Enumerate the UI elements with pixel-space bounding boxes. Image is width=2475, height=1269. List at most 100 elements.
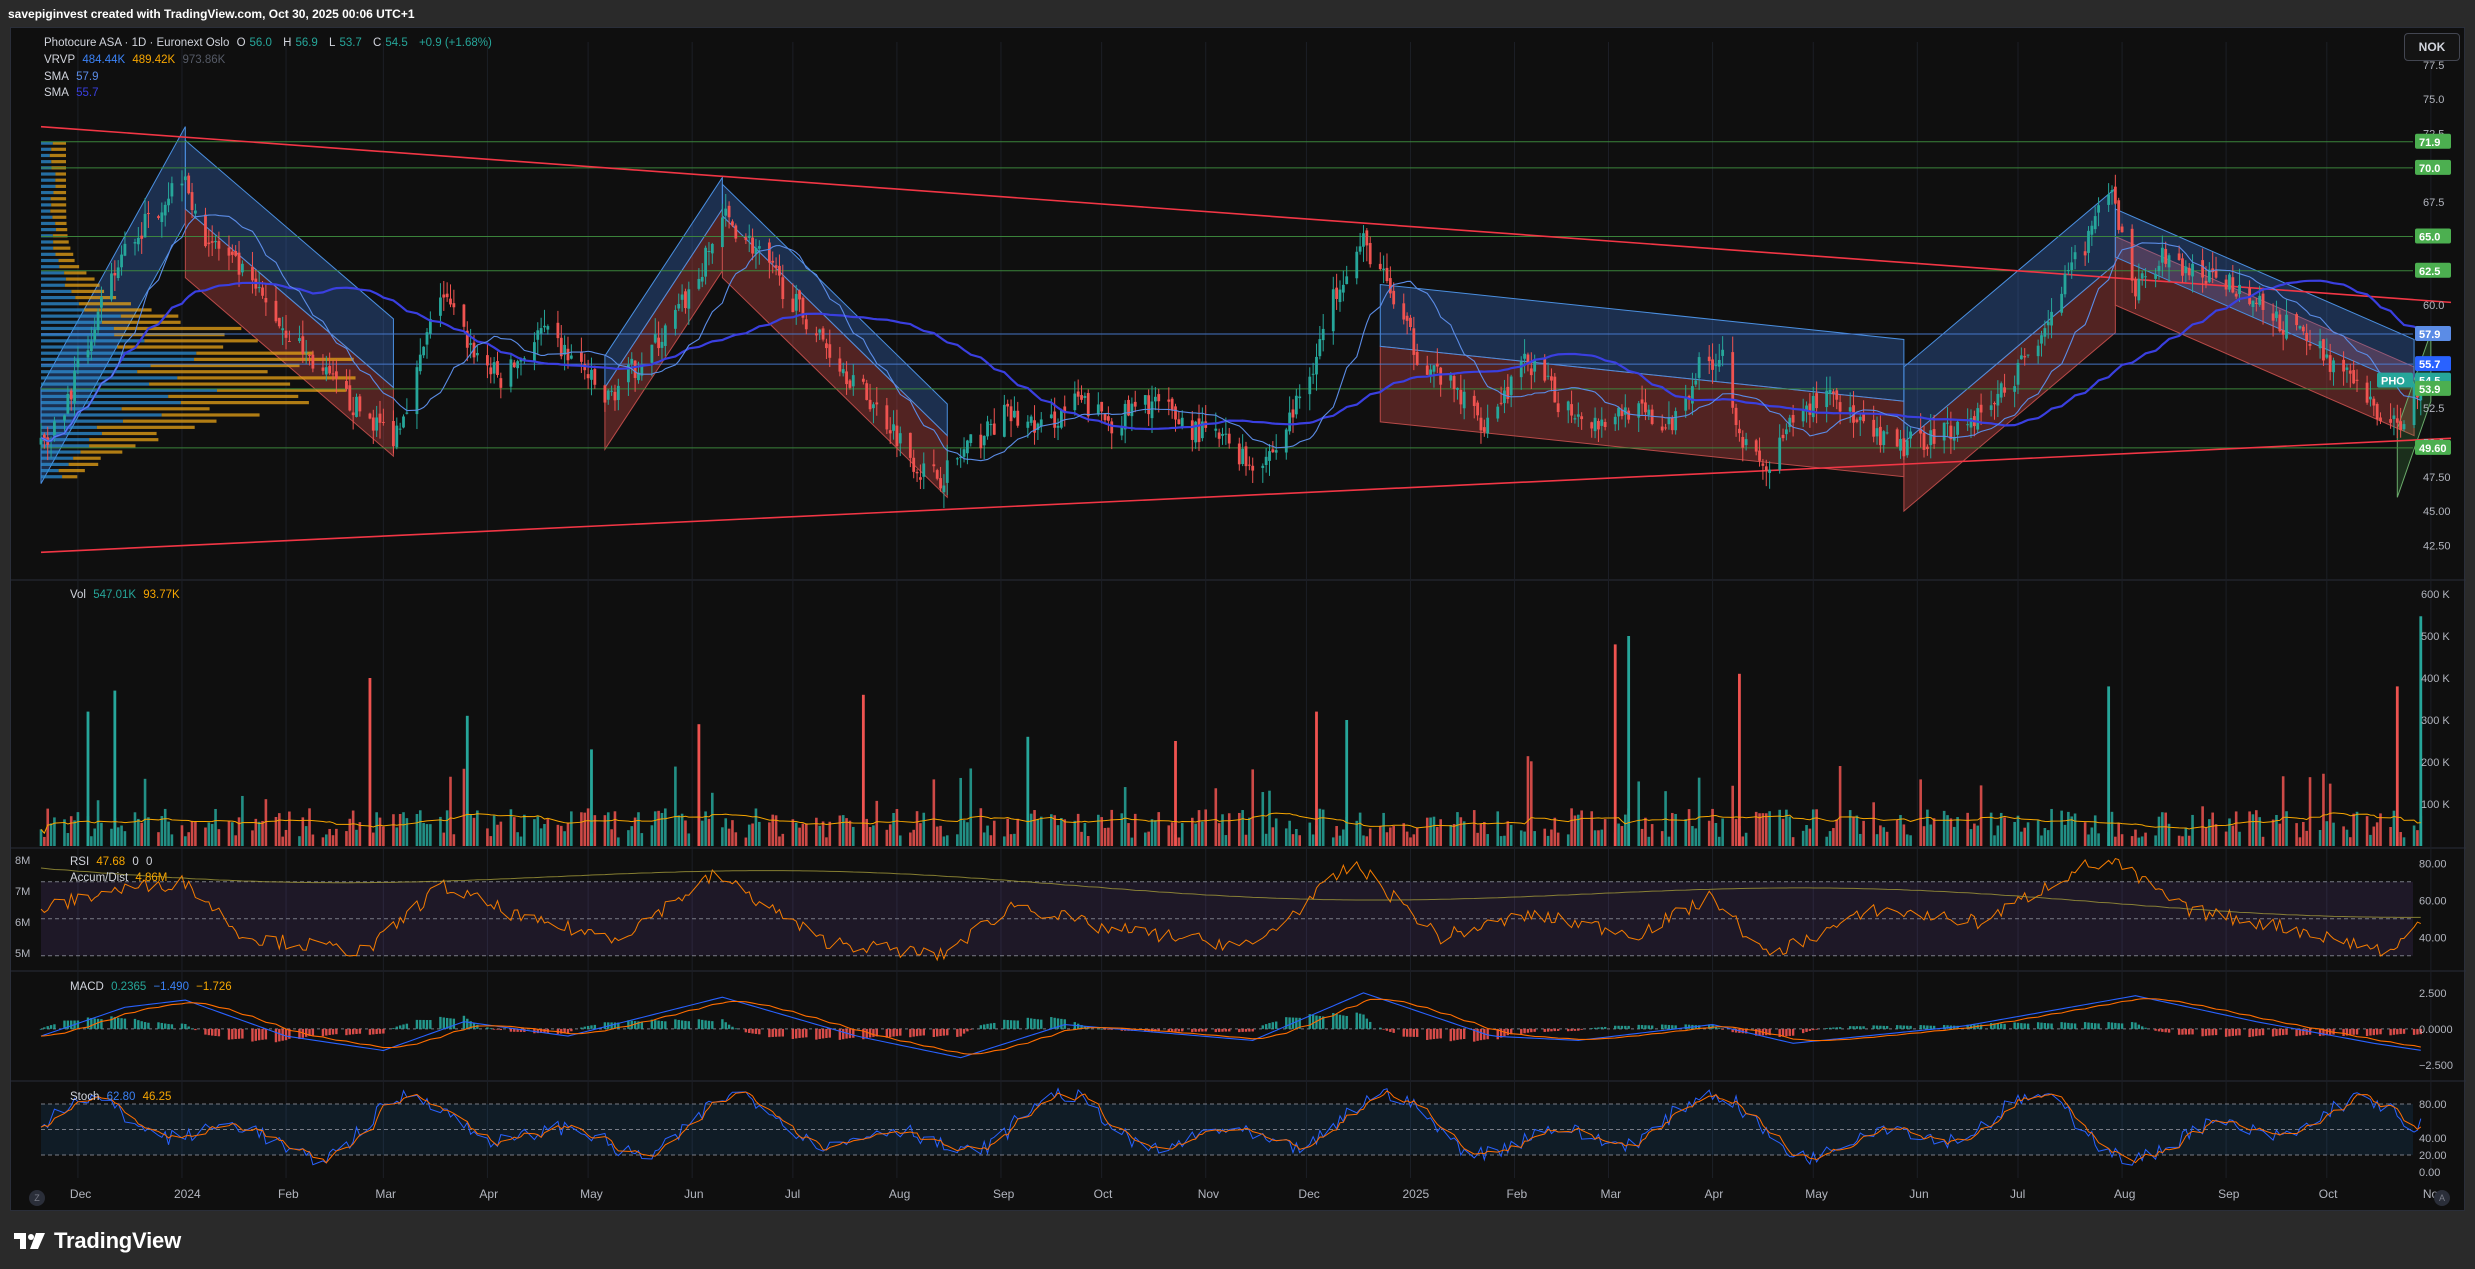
volume-bar xyxy=(227,820,231,846)
macd-tick-label: −2.500 xyxy=(2419,1060,2453,1072)
stoch-label: Stoch xyxy=(70,1091,100,1103)
volume-bar xyxy=(1815,809,1818,846)
candle-body xyxy=(442,294,446,298)
volume-bar xyxy=(1543,828,1547,846)
macd-histogram-bar xyxy=(778,1028,781,1037)
macd-histogram-bar xyxy=(516,1028,519,1032)
volume-bar xyxy=(39,829,43,846)
macd-histogram-bar xyxy=(1855,1026,1859,1029)
macd-histogram-bar xyxy=(1617,1025,1620,1029)
candle-body xyxy=(1899,438,1902,451)
volume-bar xyxy=(2046,830,2050,846)
volume-bar xyxy=(1691,826,1694,846)
time-axis-label: Feb xyxy=(1507,1187,1528,1201)
candle-body xyxy=(1251,465,1255,471)
volume-bar xyxy=(2184,827,2188,846)
horizontal-levels xyxy=(41,141,2413,449)
candle-body xyxy=(1056,425,1060,428)
macd-histogram-bar xyxy=(1264,1024,1268,1029)
macd-histogram-bar xyxy=(704,1020,707,1029)
volume-legend[interactable]: Vol 547.01K 93.77K xyxy=(70,587,184,603)
stoch-tick-label: 0.00 xyxy=(2419,1167,2440,1179)
candle-body xyxy=(563,344,567,355)
vrvp-up-bar xyxy=(41,333,115,337)
volume-bar xyxy=(617,837,620,846)
macd-histogram-bar xyxy=(1620,1025,1624,1029)
symbol-tag-box xyxy=(2377,372,2413,388)
volume-ma-line xyxy=(40,812,2421,835)
vrvp-up-bar xyxy=(41,190,54,195)
macd-histogram-bar xyxy=(1805,1028,1808,1032)
chart-canvas[interactable]: 77.575.072.567.560.052.550.047.5045.0042… xyxy=(11,28,2466,1212)
zoom-left-icon[interactable]: Z xyxy=(29,1190,45,1206)
candle-body xyxy=(586,374,590,379)
macd-histogram-bar xyxy=(2278,1028,2282,1036)
price-tick-label: 45.00 xyxy=(2423,506,2451,518)
volume-bar xyxy=(1368,828,1372,846)
macd-histogram-bar xyxy=(452,1018,456,1029)
rsi-value: 47.68 xyxy=(96,856,126,868)
zoom-right-icon[interactable]: A xyxy=(2434,1190,2450,1206)
currency-button[interactable]: NOK xyxy=(2404,33,2460,61)
candle-body xyxy=(720,217,724,248)
macd-histogram-bar xyxy=(959,1028,962,1037)
candle-body xyxy=(908,432,912,458)
macd-histogram-bar xyxy=(1754,1028,1758,1036)
macd-histogram-bar xyxy=(509,1028,513,1032)
candle-body xyxy=(2070,262,2074,270)
macd-histogram-bar xyxy=(1221,1028,1224,1032)
macd-histogram-bar xyxy=(1895,1025,1899,1029)
volume-bar xyxy=(254,818,258,846)
macd-histogram-bar xyxy=(1684,1024,1687,1029)
candle-body xyxy=(355,396,358,417)
candle-body xyxy=(2271,313,2275,321)
candle-body xyxy=(1402,303,1406,320)
vrvp-down-bar xyxy=(101,320,181,324)
volume-bar xyxy=(1942,810,1946,846)
volume-bar xyxy=(2154,835,2157,846)
candle-body xyxy=(1157,394,1161,402)
macd-histogram-bar xyxy=(1204,1028,1207,1032)
stoch-legend[interactable]: Stoch 62.80 46.25 xyxy=(70,1089,175,1105)
candle-body xyxy=(794,293,798,311)
price-tag-label: 49.60 xyxy=(2419,443,2447,455)
macd-legend[interactable]: MACD 0.2365 −1.490 −1.726 xyxy=(70,979,236,995)
macd-histogram-bar xyxy=(2120,1023,2124,1029)
accum-dist-legend[interactable]: Accum/Dist 4.86M xyxy=(70,870,171,886)
vrvp-down-bar xyxy=(62,475,78,479)
sma-legend-1[interactable]: SMA 57.9 xyxy=(44,69,103,85)
moving-averages xyxy=(40,214,2422,462)
rsi-legend[interactable]: RSI 47.68 0 0 xyxy=(70,854,156,870)
volume-bar xyxy=(1268,790,1271,846)
candle-body xyxy=(1506,386,1510,399)
candle-body xyxy=(2120,226,2124,233)
candle-body xyxy=(163,204,167,216)
main-legend[interactable]: Photocure ASA · 1D · Euronext Oslo O 56.0… xyxy=(44,35,496,51)
macd-histogram-bar xyxy=(190,1028,194,1030)
vrvp-legend[interactable]: VRVP 484.44K 489.42K 973.86K xyxy=(44,52,229,68)
volume-bar xyxy=(804,823,808,846)
tradingview-logo-icon[interactable] xyxy=(12,1229,48,1253)
candle-body xyxy=(194,210,197,214)
volume-bar xyxy=(664,808,667,846)
candle-body xyxy=(1647,409,1651,416)
candle-body xyxy=(861,378,865,382)
candle-body xyxy=(1593,417,1597,432)
candle-body xyxy=(1801,408,1805,422)
macd-histogram-bar xyxy=(1597,1027,1600,1029)
macd-histogram-bar xyxy=(1244,1028,1248,1032)
candle-body xyxy=(1895,429,1899,447)
macd-histogram-bar xyxy=(798,1028,801,1038)
volume-bar xyxy=(1298,835,1302,846)
sma-legend-2[interactable]: SMA 55.7 xyxy=(44,85,103,101)
tradingview-brand[interactable]: TradingView xyxy=(54,1227,181,1253)
chart-frame[interactable]: 77.575.072.567.560.052.550.047.5045.0042… xyxy=(10,27,2466,1212)
macd-histogram-bar xyxy=(1812,1028,1815,1031)
sma-value: 55.7 xyxy=(76,87,99,99)
macd-histogram-bar xyxy=(993,1022,996,1029)
volume-bar xyxy=(1946,815,1949,846)
vrvp-label: VRVP xyxy=(44,54,76,66)
macd-histogram-bar xyxy=(1603,1026,1607,1029)
candle-body xyxy=(569,355,573,359)
vrvp-up-bar xyxy=(41,401,181,405)
